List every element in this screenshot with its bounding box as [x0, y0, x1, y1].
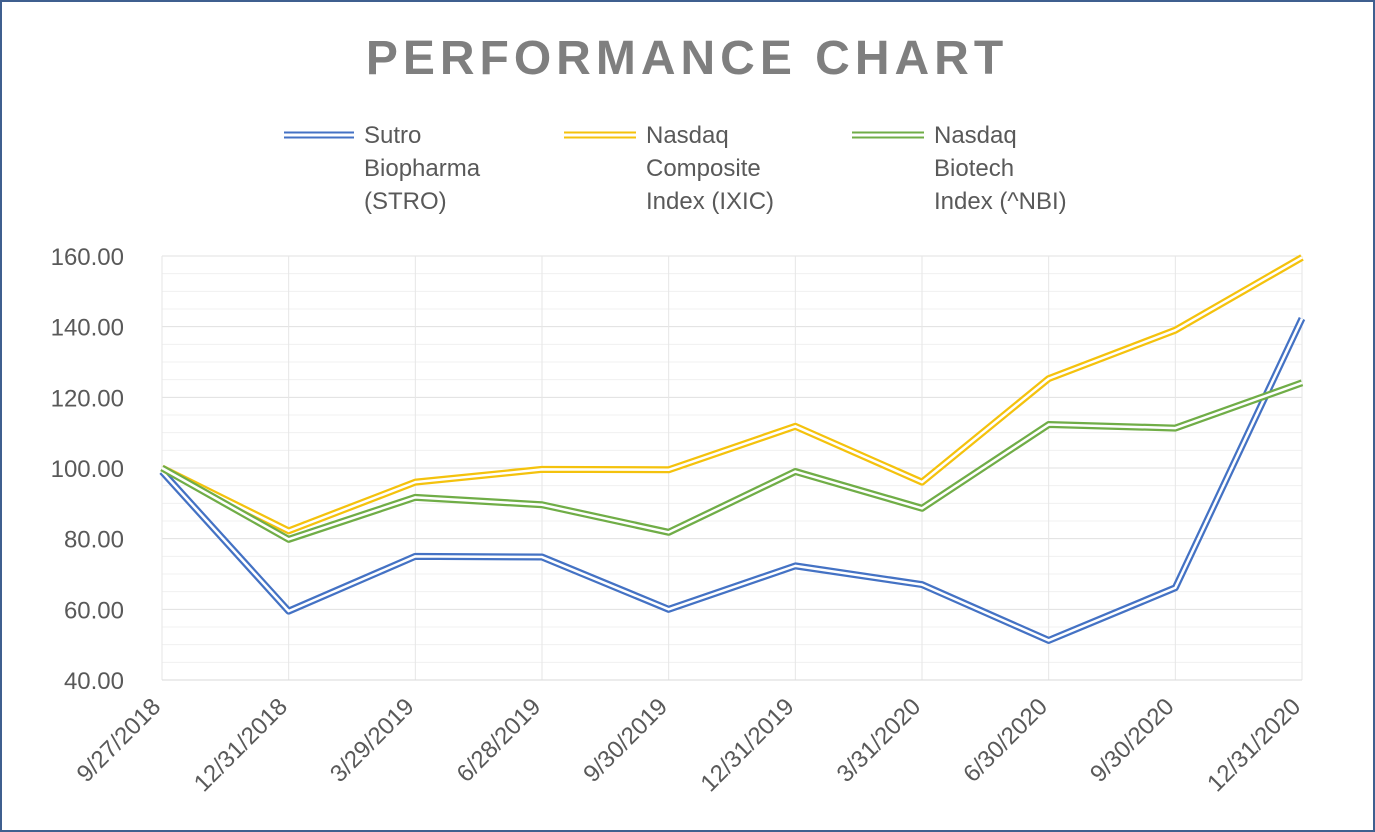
- x-tick-label: 12/31/2020: [1202, 693, 1306, 797]
- legend-item-nbi[interactable]: Nasdaq Biotech Index (^NBI): [852, 122, 1067, 215]
- chart-title: PERFORMANCE CHART: [366, 32, 1008, 85]
- x-tick-label: 9/27/2018: [72, 693, 167, 788]
- legend-item-sutro[interactable]: Sutro Biopharma (STRO): [284, 122, 481, 215]
- legend-label-ixic-line-1: Nasdaq: [646, 122, 729, 149]
- legend-item-ixic[interactable]: Nasdaq Composite Index (IXIC): [564, 122, 774, 215]
- y-tick-label: 140.00: [51, 315, 124, 342]
- y-tick-label: 100.00: [51, 456, 124, 483]
- series-line-ixic: [160, 254, 1304, 535]
- y-tick-label: 160.00: [51, 244, 124, 271]
- y-tick-label: 80.00: [64, 527, 124, 554]
- x-tick-label: 6/30/2020: [958, 693, 1053, 788]
- y-tick-label: 40.00: [64, 668, 124, 695]
- series-ixic: [160, 254, 1304, 535]
- plot-area: 160.00140.00120.00100.0080.0060.0040.009…: [51, 244, 1307, 797]
- x-tick-label: 6/28/2019: [452, 693, 547, 788]
- x-tick-label: 3/31/2020: [832, 693, 927, 788]
- y-tick-label: 60.00: [64, 597, 124, 624]
- legend: Sutro Biopharma (STRO) Nasdaq Composite …: [284, 122, 1067, 215]
- x-tick-label: 9/30/2019: [578, 693, 673, 788]
- legend-label-ixic-line-2: Composite: [646, 155, 761, 182]
- legend-label-sutro-line-2: Biopharma: [364, 155, 481, 182]
- legend-label-ixic-line-3: Index (IXIC): [646, 188, 774, 215]
- x-tick-label: 3/29/2019: [325, 693, 420, 788]
- series-line-inner-sutro: [161, 318, 1304, 642]
- y-tick-label: 120.00: [51, 385, 124, 412]
- series-line-inner-ixic: [161, 256, 1303, 533]
- legend-label-nbi-line-2: Biotech: [934, 155, 1014, 182]
- x-tick-label: 9/30/2020: [1085, 693, 1180, 788]
- series-line-inner-nbi: [161, 381, 1303, 541]
- x-tick-label: 12/31/2019: [696, 693, 800, 797]
- series-nbi: [160, 379, 1304, 543]
- legend-label-nbi-line-3: Index (^NBI): [934, 188, 1067, 215]
- legend-label-sutro-line-1: Sutro: [364, 122, 421, 149]
- x-tick-label: 12/31/2018: [189, 693, 293, 797]
- legend-label-sutro-line-3: (STRO): [364, 188, 447, 215]
- legend-label-nbi-line-1: Nasdaq: [934, 122, 1017, 149]
- series-sutro: [159, 317, 1306, 644]
